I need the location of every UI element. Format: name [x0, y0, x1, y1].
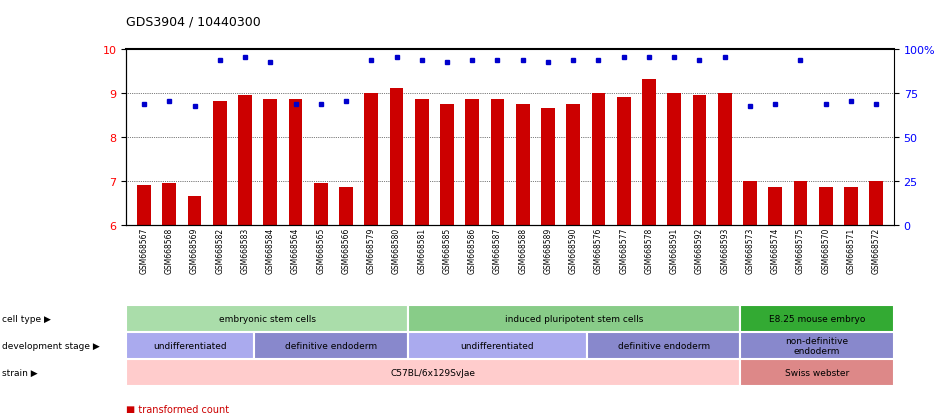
Bar [288, 100, 302, 225]
Text: GSM668569: GSM668569 [190, 228, 199, 274]
Text: induced pluripotent stem cells: induced pluripotent stem cells [505, 315, 643, 323]
Bar [870, 181, 884, 225]
Bar [314, 183, 328, 225]
Bar [566, 104, 580, 225]
Text: Swiss webster: Swiss webster [785, 368, 849, 377]
Text: GSM668587: GSM668587 [493, 228, 502, 274]
Text: GSM668565: GSM668565 [316, 228, 326, 274]
Text: GSM668586: GSM668586 [468, 228, 476, 274]
Text: GSM668576: GSM668576 [594, 228, 603, 274]
Text: GSM668582: GSM668582 [215, 228, 225, 273]
Bar [339, 188, 353, 225]
Bar [740, 359, 894, 386]
Bar [794, 181, 808, 225]
Text: GSM668564: GSM668564 [291, 228, 300, 274]
Bar [740, 332, 894, 359]
Text: GSM668585: GSM668585 [443, 228, 451, 274]
Text: GSM668593: GSM668593 [720, 228, 729, 274]
Bar [126, 359, 740, 386]
Text: GSM668592: GSM668592 [695, 228, 704, 274]
Text: strain ▶: strain ▶ [2, 368, 37, 377]
Bar [718, 93, 732, 225]
Bar [255, 332, 408, 359]
Bar [587, 332, 740, 359]
Text: GSM668584: GSM668584 [266, 228, 275, 274]
Bar [408, 306, 740, 332]
Text: GSM668572: GSM668572 [871, 228, 881, 274]
Bar [162, 183, 176, 225]
Bar [137, 185, 151, 225]
Bar [516, 104, 530, 225]
Text: GSM668575: GSM668575 [796, 228, 805, 274]
Bar [126, 332, 255, 359]
Text: GSM668591: GSM668591 [670, 228, 679, 274]
Text: development stage ▶: development stage ▶ [2, 342, 99, 350]
Text: GSM668579: GSM668579 [367, 228, 375, 274]
Text: GSM668568: GSM668568 [165, 228, 174, 274]
Text: C57BL/6x129SvJae: C57BL/6x129SvJae [391, 368, 475, 377]
Bar [844, 188, 858, 225]
Text: GSM668590: GSM668590 [569, 228, 578, 274]
Text: GSM668583: GSM668583 [241, 228, 250, 274]
Text: GSM668588: GSM668588 [519, 228, 527, 273]
Bar [617, 98, 631, 225]
Bar [187, 197, 201, 225]
Text: undifferentiated: undifferentiated [461, 342, 534, 350]
Text: E8.25 mouse embryo: E8.25 mouse embryo [769, 315, 865, 323]
Text: GSM668574: GSM668574 [770, 228, 780, 274]
Text: cell type ▶: cell type ▶ [2, 315, 51, 323]
Text: GDS3904 / 10440300: GDS3904 / 10440300 [126, 16, 261, 29]
Text: undifferentiated: undifferentiated [154, 342, 227, 350]
Text: GSM668570: GSM668570 [821, 228, 830, 274]
Text: GSM668567: GSM668567 [139, 228, 149, 274]
Text: GSM668573: GSM668573 [745, 228, 754, 274]
Bar [212, 102, 227, 225]
Text: GSM668589: GSM668589 [544, 228, 552, 274]
Bar [364, 93, 378, 225]
Bar [819, 188, 833, 225]
Bar [126, 306, 408, 332]
Text: GSM668566: GSM668566 [342, 228, 350, 274]
Text: non-definitive
endoderm: non-definitive endoderm [785, 336, 849, 356]
Bar [490, 100, 505, 225]
Bar [263, 100, 277, 225]
Bar [440, 104, 454, 225]
Bar [541, 109, 555, 225]
Bar [740, 306, 894, 332]
Bar [667, 93, 681, 225]
Bar [693, 96, 707, 225]
Bar [389, 89, 403, 225]
Text: definitive endoderm: definitive endoderm [618, 342, 709, 350]
Text: ■ transformed count: ■ transformed count [126, 404, 229, 413]
Text: definitive endoderm: definitive endoderm [285, 342, 377, 350]
Bar [743, 181, 757, 225]
Bar [642, 80, 656, 225]
Bar [592, 93, 606, 225]
Bar [238, 96, 252, 225]
Bar [465, 100, 479, 225]
Bar [415, 100, 429, 225]
Text: GSM668571: GSM668571 [846, 228, 856, 274]
Text: GSM668577: GSM668577 [620, 228, 628, 274]
Bar [408, 332, 587, 359]
Text: GSM668578: GSM668578 [645, 228, 653, 274]
Text: embryonic stem cells: embryonic stem cells [219, 315, 315, 323]
Bar [768, 188, 782, 225]
Text: GSM668581: GSM668581 [417, 228, 426, 273]
Text: GSM668580: GSM668580 [392, 228, 401, 274]
